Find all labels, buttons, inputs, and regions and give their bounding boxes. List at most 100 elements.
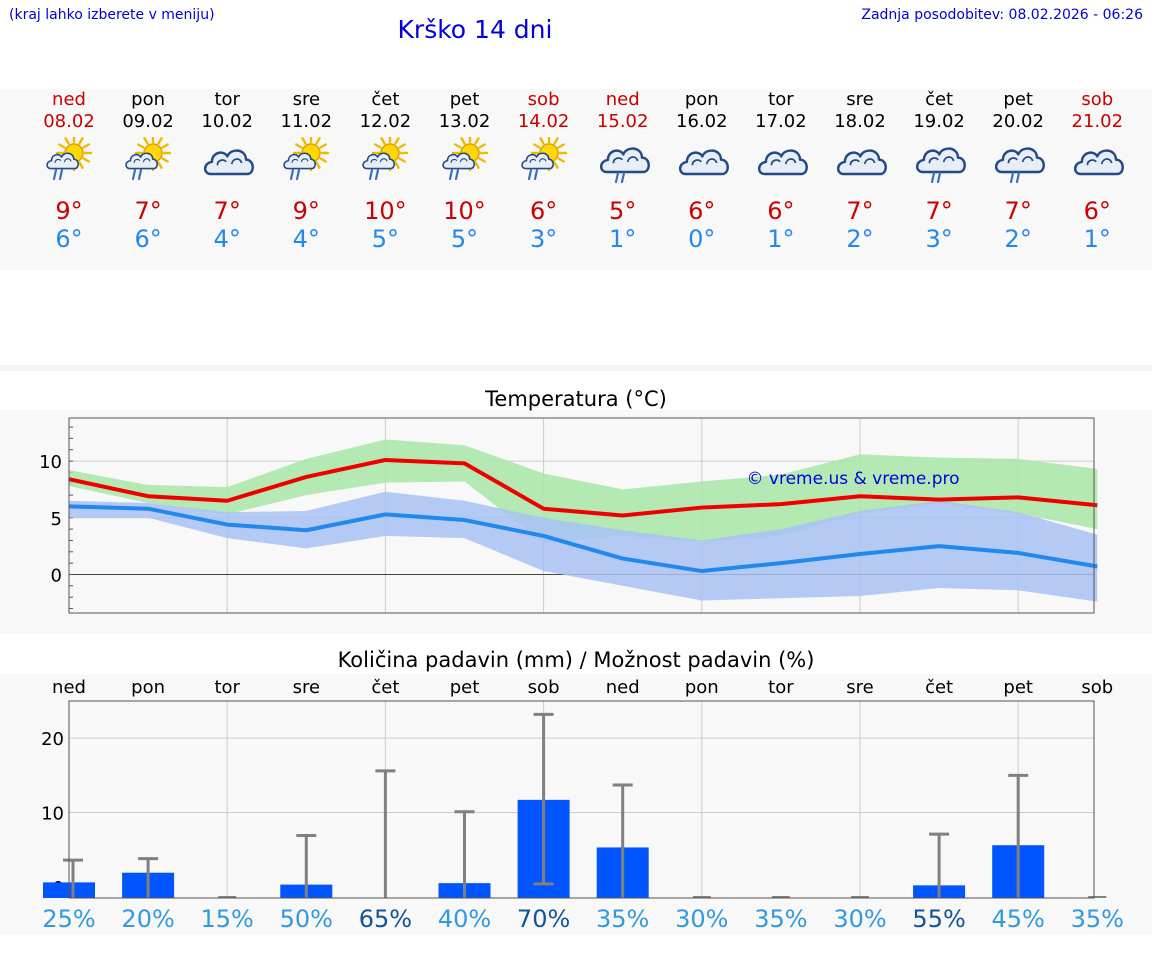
watermark: © vreme.us & vreme.pro bbox=[746, 469, 959, 489]
temperature-frame bbox=[68, 417, 1095, 614]
rain-drop bbox=[58, 168, 64, 181]
day-date: 16.02 bbox=[676, 111, 728, 132]
cloud-rain-icon bbox=[995, 147, 1046, 184]
max-temperature: 7° bbox=[213, 197, 241, 225]
day-date: 15.02 bbox=[596, 111, 649, 132]
precipitation-day-label: pon bbox=[685, 677, 719, 698]
precipitation-day-label: tor bbox=[214, 677, 240, 698]
cloudy-icon bbox=[204, 149, 255, 176]
max-temperature: 6° bbox=[767, 197, 795, 225]
temperature-title: Temperatura (°C) bbox=[485, 387, 667, 411]
min-temperature-line bbox=[68, 504, 1098, 574]
cloud-shape bbox=[678, 149, 729, 176]
cloudy-icon bbox=[757, 149, 808, 176]
min-temperature: 6° bbox=[134, 225, 162, 253]
precipitation-frame bbox=[68, 700, 1095, 899]
sun-cloud-rain-icon bbox=[362, 137, 409, 181]
day-date: 12.02 bbox=[359, 111, 412, 132]
rain-drop bbox=[369, 168, 374, 181]
precipitation-probability: 50% bbox=[280, 905, 333, 933]
min-temperature: 1° bbox=[1083, 225, 1111, 253]
rain-drop bbox=[936, 171, 942, 184]
min-temperature: 5° bbox=[450, 225, 479, 253]
cloudy-icon bbox=[836, 149, 887, 176]
precipitation-day-label: tor bbox=[768, 677, 794, 698]
day-date: 08.02 bbox=[43, 111, 95, 132]
sun-cloud-rain-icon bbox=[283, 137, 330, 181]
precipitation-probability: 35% bbox=[754, 905, 807, 933]
precipitation-day-label: čet bbox=[925, 677, 953, 698]
day-date: 18.02 bbox=[834, 111, 886, 132]
precipitation-day-label: sre bbox=[293, 677, 320, 698]
precipitation-probability: 40% bbox=[438, 905, 491, 933]
day-date: 09.02 bbox=[122, 111, 174, 132]
sun-cloud-rain-icon bbox=[520, 137, 567, 181]
min-temperature: 2° bbox=[846, 225, 874, 253]
max-temperature: 7° bbox=[1004, 197, 1032, 225]
precipitation-probability: 25% bbox=[42, 905, 95, 933]
min-temperature: 4° bbox=[292, 225, 320, 253]
min-temperature: 3° bbox=[529, 225, 558, 253]
sun-cloud-rain-icon bbox=[46, 137, 93, 181]
temperature-tick-label: 10 bbox=[39, 452, 62, 473]
min-temperature: 3° bbox=[925, 225, 953, 253]
rain-drop bbox=[131, 168, 137, 181]
day-name: tor bbox=[768, 89, 794, 110]
day-name: pet bbox=[449, 89, 480, 110]
cloud-shape bbox=[599, 147, 650, 174]
rain-drop bbox=[1010, 171, 1015, 184]
day-name: pon bbox=[131, 89, 166, 110]
day-date: 11.02 bbox=[280, 111, 333, 132]
max-temperature: 9° bbox=[292, 197, 320, 225]
rain-drop bbox=[290, 168, 295, 181]
cloud-shape bbox=[916, 147, 967, 174]
max-temperature: 9° bbox=[55, 197, 83, 225]
precipitation-day-label: ned bbox=[52, 677, 86, 698]
cloud-shape bbox=[836, 149, 887, 176]
rain-drop bbox=[52, 168, 58, 181]
min-temperature: 0° bbox=[688, 225, 716, 253]
section-divider bbox=[0, 365, 1152, 371]
max-temperature-line bbox=[68, 457, 1098, 518]
cloud-shape bbox=[441, 152, 475, 170]
rain-drop bbox=[1016, 171, 1021, 184]
max-temperature: 10° bbox=[443, 197, 486, 225]
precipitation-probability: 55% bbox=[912, 905, 965, 933]
sun-cloud-rain-icon bbox=[441, 137, 488, 181]
precipitation-title: Količina padavin (mm) / Možnost padavin … bbox=[337, 648, 815, 672]
cloud-shape bbox=[1074, 149, 1125, 176]
max-temperature: 6° bbox=[688, 197, 716, 225]
precipitation-tick-label: 10 bbox=[41, 804, 64, 825]
day-name: čet bbox=[371, 89, 400, 110]
day-date: 17.02 bbox=[755, 111, 807, 132]
cloud-shape bbox=[362, 152, 396, 170]
cloud-shape bbox=[995, 147, 1046, 174]
cloud-shape bbox=[204, 149, 255, 176]
min-temperature: 2° bbox=[1004, 225, 1032, 253]
day-name: sob bbox=[1081, 89, 1114, 110]
min-temperature: 5° bbox=[371, 225, 400, 253]
rain-drop bbox=[137, 168, 143, 181]
precipitation-day-label: ned bbox=[606, 677, 640, 698]
precipitation-day-label: pon bbox=[131, 677, 165, 698]
day-date: 20.02 bbox=[992, 111, 1044, 132]
rain-drop bbox=[448, 168, 453, 181]
precipitation-probability: 30% bbox=[675, 905, 728, 933]
cloud-shape bbox=[757, 149, 808, 176]
rain-drop bbox=[533, 168, 538, 181]
rain-drop bbox=[375, 168, 380, 181]
rain-drop bbox=[930, 171, 936, 184]
rain-drop bbox=[296, 168, 301, 181]
min-temperature: 6° bbox=[55, 225, 83, 253]
precipitation-probability: 70% bbox=[517, 905, 570, 933]
rain-drop bbox=[614, 171, 619, 184]
precipitation-probability: 15% bbox=[201, 905, 254, 933]
precipitation-day-label: pet bbox=[450, 677, 480, 698]
min-temperature: 4° bbox=[213, 225, 241, 253]
last-update: Zadnja posodobitev: 08.02.2026 - 06:26 bbox=[861, 7, 1143, 23]
day-name: sob bbox=[527, 89, 560, 110]
cloud-shape bbox=[46, 152, 79, 170]
daily-forecast: ned 08.02 9° 6° pon 09.02 7° 6° tor 10.02 7° 4° sre 1… bbox=[0, 89, 1152, 270]
day-date: 13.02 bbox=[438, 111, 491, 132]
